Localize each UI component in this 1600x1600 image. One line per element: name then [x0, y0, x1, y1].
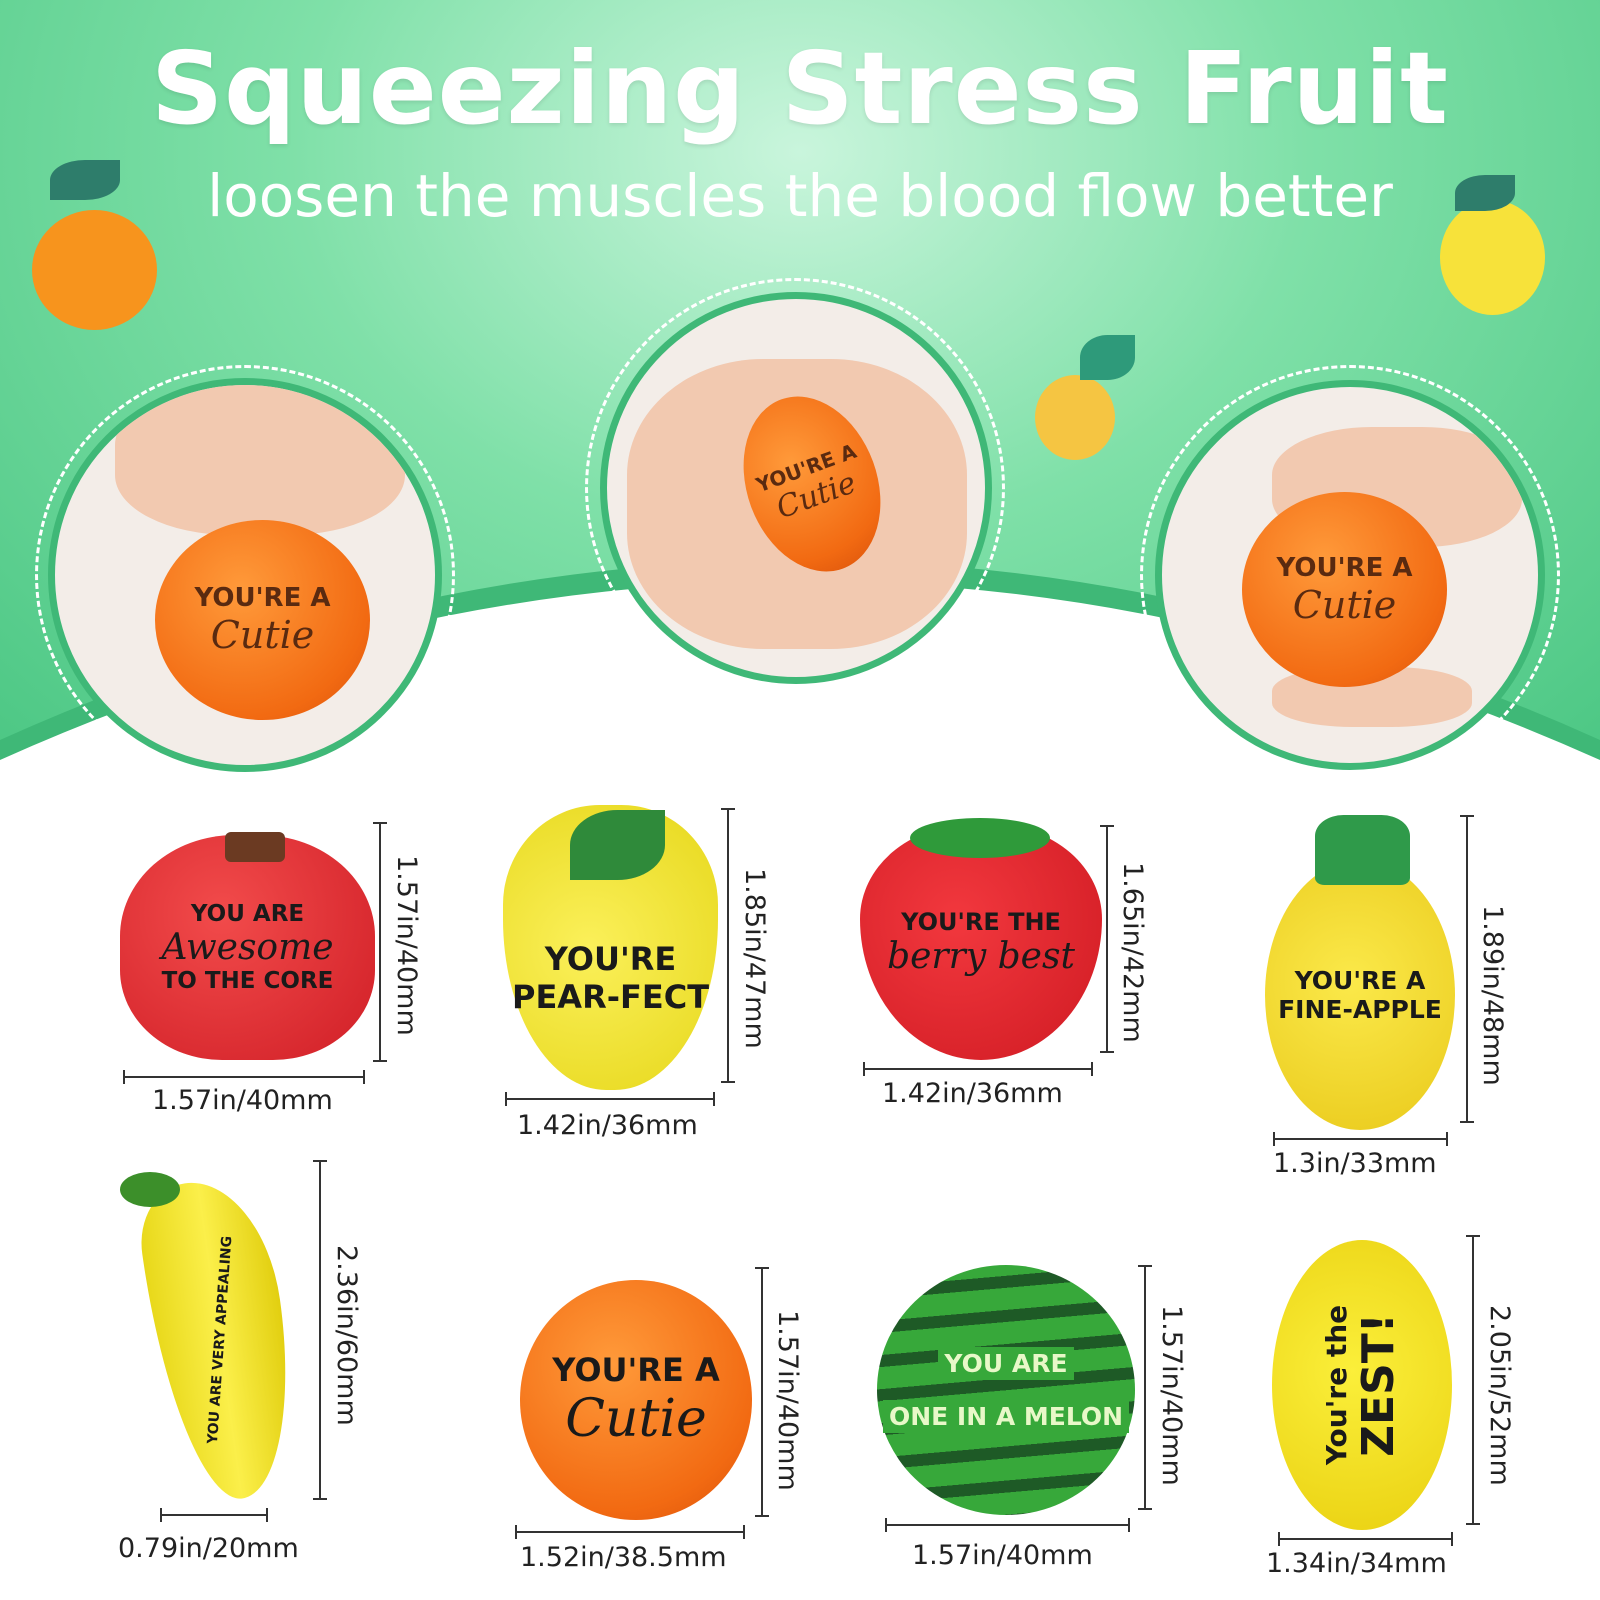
banana-tip [120, 1172, 180, 1207]
width-label: 1.52in/38.5mm [520, 1542, 727, 1573]
pineapple-crown [1315, 815, 1410, 885]
fruit-text: YOU'RE A [1294, 966, 1426, 995]
fingers [115, 385, 405, 535]
height-dimension-line [1138, 1265, 1152, 1510]
photo-frame-dashed [1140, 365, 1560, 785]
photo-pinch: YOU'RE A Cutie [1155, 380, 1545, 770]
width-label: 0.79in/20mm [118, 1533, 299, 1564]
fruit-text: YOU'RE A [552, 1351, 720, 1389]
fruit-text: YOU'RE THE [901, 908, 1061, 936]
orange-ball: YOU'RE A Cutie [1242, 492, 1447, 687]
height-label: 2.36in/60mm [331, 1245, 362, 1426]
height-dimension-line [1466, 1235, 1480, 1525]
page-subtitle: loosen the muscles the blood flow better [207, 162, 1393, 230]
lemon-illustration-icon [1440, 200, 1545, 315]
leaf-icon [1455, 175, 1515, 211]
fruit-text: FINE-APPLE [1278, 995, 1442, 1024]
fruit-text: PEAR-FECT [511, 977, 710, 1016]
apple-stem [225, 832, 285, 862]
height-dimension-line [721, 808, 735, 1083]
ball-script-text: Cutie [210, 613, 315, 657]
pear-leaf [570, 810, 665, 880]
fruit-text: YOU ARE [938, 1347, 1074, 1380]
page-title: Squeezing Stress Fruit [151, 30, 1449, 147]
height-dimension-line [1460, 815, 1474, 1123]
width-dimension-line [1273, 1132, 1448, 1146]
width-dimension-line [505, 1092, 715, 1106]
leaf-icon [50, 160, 120, 200]
width-dimension-line [885, 1518, 1130, 1532]
leaf-icon [1080, 335, 1135, 380]
width-dimension-line [160, 1508, 268, 1522]
fruit-text: YOU ARE VERY APPEALING [204, 1235, 236, 1445]
watermelon-stress-ball: YOU ARE ONE IN A MELON [877, 1265, 1135, 1515]
width-label: 1.34in/34mm [1266, 1548, 1447, 1579]
height-dimension-line [1100, 825, 1114, 1053]
ball-text: YOU'RE A [194, 583, 331, 613]
orange-illustration-icon [32, 210, 157, 330]
width-label: 1.57in/40mm [152, 1085, 333, 1116]
ball-script-text: Cutie [1292, 582, 1397, 627]
photo-frame-dashed [35, 365, 455, 785]
width-label: 1.42in/36mm [882, 1078, 1063, 1109]
fruit-text: You're the [1320, 1304, 1353, 1466]
lemon-text-group: You're the ZEST! [1320, 1305, 1404, 1465]
height-label: 2.05in/52mm [1484, 1305, 1515, 1486]
ball-text: YOU'RE A [1276, 552, 1413, 583]
apple-stress-ball: YOU ARE Awesome TO THE CORE [120, 835, 375, 1060]
fruit-script-text: berry best [887, 936, 1075, 977]
fruit-text: ZEST! [1353, 1313, 1404, 1457]
fruit-script-text: Awesome [161, 927, 334, 968]
strawberry-stress-ball: YOU'RE THE berry best [860, 825, 1102, 1060]
orange-stress-ball: YOU'RE A Cutie [520, 1280, 752, 1520]
strawberry-leaves [910, 818, 1050, 858]
height-dimension-line [373, 822, 387, 1062]
width-label: 1.3in/33mm [1273, 1148, 1437, 1179]
width-label: 1.57in/40mm [912, 1540, 1093, 1571]
photo-frame-dashed [585, 278, 1005, 698]
height-label: 1.57in/40mm [1156, 1305, 1187, 1486]
fruit-text: TO THE CORE [161, 968, 334, 994]
fruit-text: ONE IN A MELON [882, 1400, 1130, 1433]
fruit-text: YOU ARE [190, 901, 305, 927]
pineapple-stress-ball: YOU'RE A FINE-APPLE [1265, 860, 1455, 1130]
height-label: 1.65in/42mm [1117, 862, 1148, 1043]
width-dimension-line [1278, 1532, 1453, 1546]
height-dimension-line [755, 1267, 769, 1517]
height-label: 1.89in/48mm [1477, 905, 1508, 1086]
height-dimension-line [313, 1160, 327, 1500]
pineapple-illustration-icon [1035, 375, 1115, 460]
lemon-stress-ball: You're the ZEST! [1272, 1240, 1452, 1530]
orange-ball: YOU'RE A Cutie [155, 520, 370, 720]
width-label: 1.42in/36mm [517, 1110, 698, 1141]
photo-squeeze-fingers: YOU'RE A Cutie [48, 378, 442, 772]
width-dimension-line [515, 1525, 745, 1539]
width-dimension-line [123, 1070, 365, 1084]
width-dimension-line [863, 1062, 1093, 1076]
photo-squeeze-fist: YOU'RE A Cutie [600, 292, 992, 684]
fruit-script-text: Cutie [565, 1389, 707, 1449]
fruit-text: YOU'RE [544, 939, 677, 978]
height-label: 1.57in/40mm [391, 855, 422, 1036]
height-label: 1.57in/40mm [772, 1310, 803, 1491]
height-label: 1.85in/47mm [739, 868, 770, 1049]
